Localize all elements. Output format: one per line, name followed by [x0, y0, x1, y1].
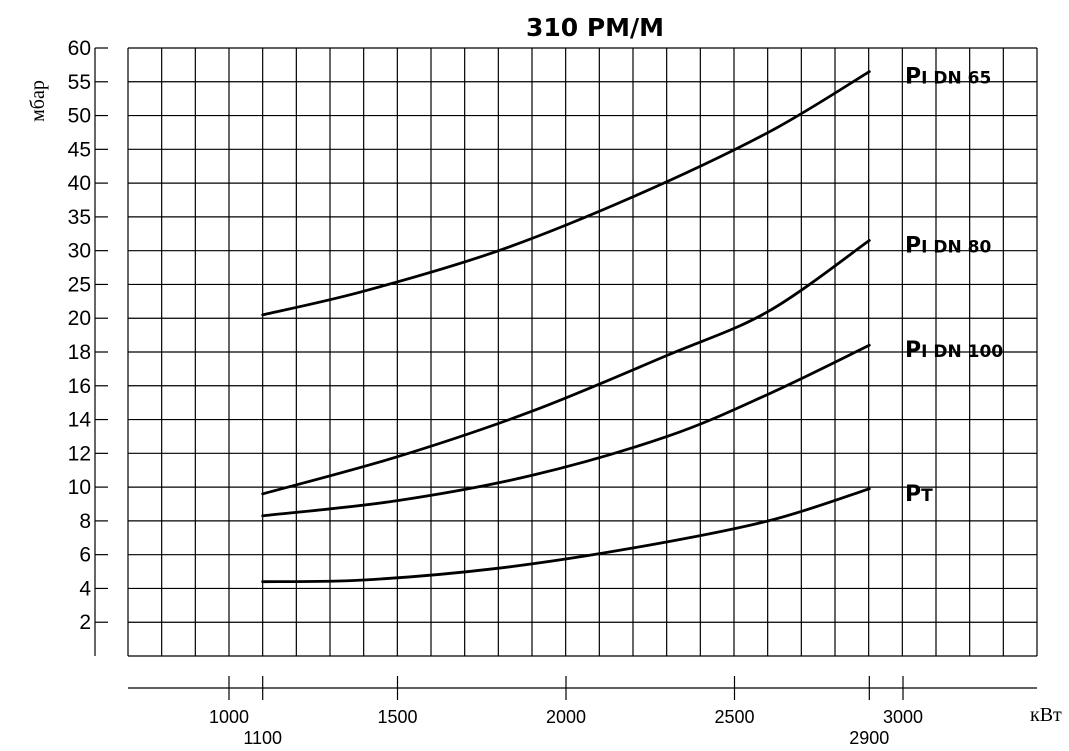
- chart-title: 310 PM/M: [526, 13, 664, 42]
- series-label-sub: I DN 80: [921, 238, 991, 258]
- x-tick-label: 1000: [209, 707, 249, 727]
- y-tick-label: 18: [68, 341, 91, 364]
- y-tick-label: 6: [79, 544, 91, 567]
- series-label-sub: I DN 65: [921, 69, 991, 89]
- y-axis-label: мбар: [27, 80, 49, 122]
- y-axis: 60 55 50 45 40 35 30 25 20 18 16 14 12 10 8 6 4 2: [68, 37, 108, 656]
- x-tick-label: 2500: [714, 707, 754, 727]
- series-label: PT: [905, 482, 933, 507]
- y-tick-label: 60: [68, 37, 91, 60]
- y-tick-label: 20: [68, 307, 91, 330]
- x-range-label: 2900: [849, 728, 889, 748]
- series-label-main: P: [905, 338, 921, 363]
- series-label-main: P: [905, 482, 921, 507]
- series-line: [261, 343, 871, 518]
- y-tick-label: 40: [68, 172, 91, 195]
- y-tick-label: 12: [68, 442, 91, 465]
- x-tick-label: 2000: [546, 707, 586, 727]
- series-label: PI DN 65: [905, 65, 991, 90]
- grid: [127, 47, 1038, 657]
- series-line: [261, 239, 871, 496]
- y-tick-label: 10: [68, 476, 91, 499]
- x-tick-label: 1500: [377, 707, 417, 727]
- series-label-main: P: [905, 65, 921, 90]
- y-tick-label: 55: [68, 71, 91, 94]
- y-tick-label: 25: [68, 273, 91, 296]
- y-tick-label: 8: [79, 510, 91, 533]
- y-tick-label: 30: [68, 240, 91, 263]
- x-axis-label: кВт: [1030, 704, 1062, 726]
- series-label-sub: I DN 100: [921, 342, 1003, 362]
- y-tick-label: 14: [68, 409, 92, 432]
- y-tick-label: 45: [68, 138, 91, 161]
- series-label-main: P: [905, 234, 921, 259]
- x-tick-label: 3000: [883, 707, 923, 727]
- x-range-label: 1100: [243, 728, 282, 748]
- series-label: PI DN 100: [905, 338, 1003, 363]
- series-line: [261, 70, 871, 317]
- x-axis: 1000 1500 2000 2500 3000 1100 2900: [128, 676, 1037, 748]
- y-tick-label: 50: [68, 105, 91, 128]
- y-tick-label: 2: [79, 611, 91, 634]
- y-tick-label: 35: [68, 206, 91, 229]
- y-tick-label: 16: [68, 375, 91, 398]
- series-line: [261, 487, 871, 584]
- series-curves: [261, 70, 871, 584]
- series-label: PI DN 80: [905, 234, 991, 259]
- series-label-sub: T: [921, 486, 933, 506]
- y-tick-label: 4: [79, 577, 91, 600]
